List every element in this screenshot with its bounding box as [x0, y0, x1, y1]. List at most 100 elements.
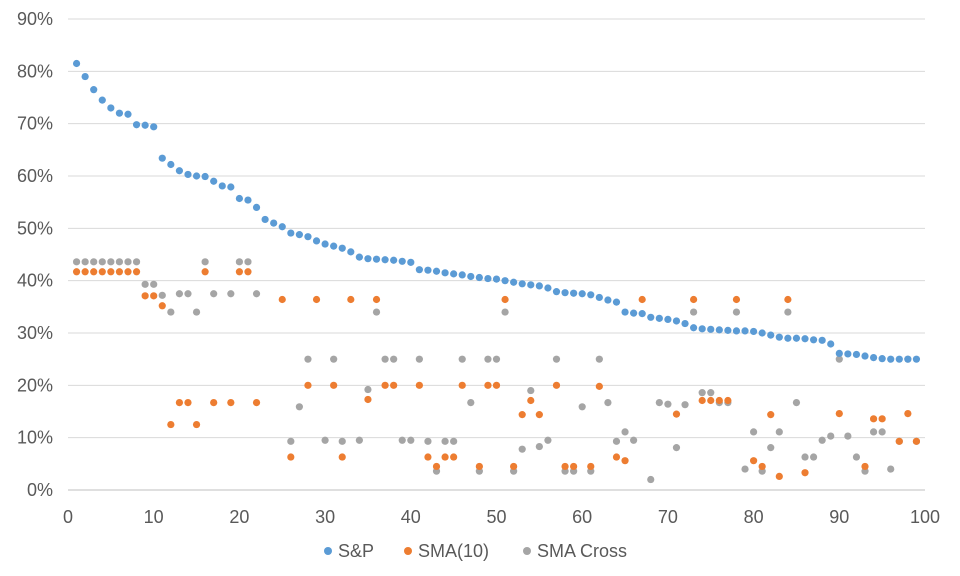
- y-tick-label: 80%: [17, 61, 53, 81]
- y-tick-label: 70%: [17, 114, 53, 134]
- data-point: [809, 453, 818, 461]
- data-point: [364, 255, 372, 263]
- data-point: [587, 462, 595, 471]
- data-point: [844, 350, 852, 358]
- data-point: [355, 253, 363, 261]
- series-2: [72, 268, 921, 480]
- data-point: [741, 327, 749, 335]
- data-point: [424, 437, 432, 445]
- data-point: [707, 396, 715, 405]
- data-point: [441, 269, 449, 277]
- data-point: [98, 258, 106, 266]
- data-point: [278, 295, 286, 304]
- data-point: [227, 399, 235, 407]
- data-point: [338, 453, 346, 461]
- x-tick-label: 100: [910, 507, 940, 527]
- data-point: [441, 437, 449, 445]
- data-point: [621, 428, 629, 436]
- data-point: [192, 172, 201, 180]
- data-point: [227, 183, 235, 191]
- data-point: [115, 258, 124, 266]
- data-point: [287, 229, 295, 237]
- data-point: [450, 270, 458, 278]
- data-point: [278, 223, 286, 231]
- data-point: [107, 104, 115, 112]
- data-point: [878, 428, 886, 436]
- data-point: [501, 295, 509, 304]
- y-tick-label: 20%: [17, 375, 53, 395]
- data-point: [390, 381, 398, 389]
- y-axis-ticks: 0% 10% 20% 30% 40% 50% 60% 70% 80% 90%: [17, 9, 53, 500]
- data-point: [355, 436, 363, 444]
- data-point: [150, 292, 158, 300]
- data-point: [861, 352, 869, 360]
- data-point: [201, 268, 209, 276]
- data-point: [287, 437, 295, 445]
- data-point: [690, 295, 698, 304]
- data-point: [681, 319, 689, 328]
- data-point: [612, 437, 621, 445]
- y-tick-label: 0%: [27, 480, 53, 500]
- data-point: [707, 389, 715, 397]
- legend-marker: [523, 547, 531, 555]
- y-tick-label: 50%: [17, 218, 53, 238]
- data-point: [72, 59, 81, 68]
- data-point: [750, 428, 758, 436]
- data-point: [895, 355, 903, 363]
- data-point: [655, 399, 663, 407]
- data-point: [235, 258, 243, 266]
- data-point: [784, 295, 792, 304]
- data-point: [492, 275, 501, 283]
- y-tick-label: 90%: [17, 9, 53, 29]
- data-point: [878, 415, 886, 423]
- data-point: [72, 258, 81, 266]
- data-point: [587, 291, 595, 299]
- data-point: [844, 432, 852, 440]
- data-point: [175, 290, 184, 298]
- data-point: [878, 355, 886, 363]
- data-point: [732, 295, 741, 304]
- data-point: [724, 396, 732, 405]
- data-point: [792, 334, 801, 342]
- data-point: [252, 399, 261, 407]
- data-point: [630, 436, 638, 444]
- data-point: [90, 258, 98, 266]
- data-point: [364, 395, 372, 404]
- data-point: [621, 457, 629, 465]
- data-point: [732, 308, 741, 316]
- data-point: [81, 72, 89, 81]
- data-point: [672, 317, 681, 325]
- data-point: [904, 409, 912, 418]
- data-point: [372, 295, 381, 304]
- data-point: [381, 355, 389, 363]
- data-point: [827, 432, 835, 440]
- data-point: [887, 465, 895, 473]
- data-point: [501, 308, 509, 316]
- data-point: [252, 203, 261, 211]
- data-point: [510, 462, 518, 471]
- data-point: [887, 355, 895, 363]
- data-point: [895, 437, 903, 445]
- data-point: [90, 268, 98, 276]
- data-point: [210, 177, 218, 185]
- data-point: [492, 381, 501, 389]
- data-point: [415, 355, 423, 363]
- x-tick-label: 40: [401, 507, 421, 527]
- data-point: [261, 215, 269, 224]
- data-point: [124, 258, 132, 266]
- data-point: [527, 281, 535, 289]
- data-point: [664, 400, 672, 408]
- data-point: [767, 444, 775, 452]
- data-point: [424, 453, 432, 461]
- data-point: [544, 436, 552, 444]
- data-point: [175, 167, 184, 175]
- data-point: [390, 355, 398, 363]
- data-point: [527, 396, 535, 405]
- data-point: [467, 272, 475, 281]
- x-tick-label: 30: [315, 507, 335, 527]
- data-point: [758, 462, 766, 471]
- data-point: [912, 355, 921, 363]
- data-point: [501, 277, 509, 285]
- data-point: [441, 453, 449, 461]
